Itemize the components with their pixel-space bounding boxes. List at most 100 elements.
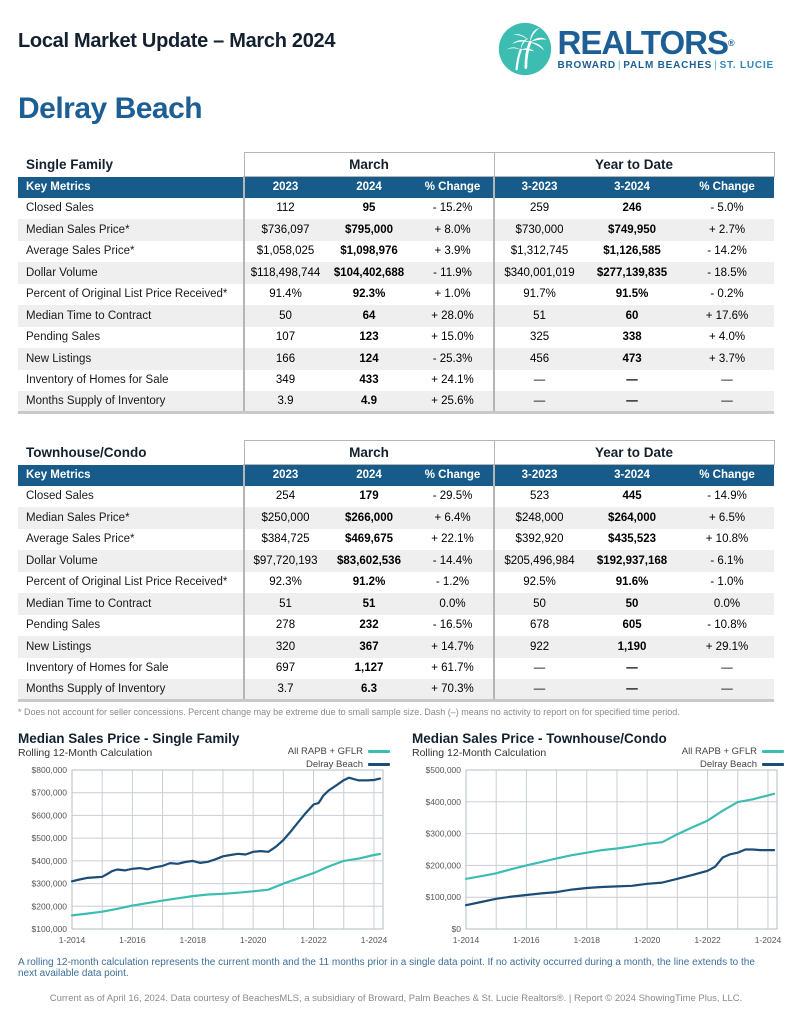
metric-value-cell: 367 <box>359 640 379 653</box>
table-row: Closed Sales 254 179 - 29.5% 523 445 - 14.9% <box>18 485 774 507</box>
metric-value-cell: — <box>626 395 638 407</box>
column-header: 3-2023 <box>493 464 585 486</box>
table-row: Inventory of Homes for Sale 697 1,127 + 61.… <box>18 657 774 679</box>
metric-value-cell: 697 <box>243 657 326 679</box>
x-axis-tick-label: 1-2022 <box>300 935 327 945</box>
metric-value-cell: 60 <box>625 309 639 322</box>
metric-value-cell: 51 <box>362 597 376 610</box>
metric-value-cell: — <box>493 369 585 391</box>
metric-value-cell: $1,312,745 <box>493 240 585 262</box>
metric-value-cell: 112 <box>243 197 326 219</box>
logo-text: REALTORS® BROWARD | PALM BEACHES | ST. LUCIE <box>557 23 775 71</box>
column-header: 2023 <box>243 464 326 486</box>
logo-brand: REALTORS® <box>557 23 735 61</box>
area-title: Delray Beach <box>18 92 203 125</box>
metric-value-cell: + 14.7% <box>431 640 474 653</box>
metric-value-cell: - 15.2% <box>432 202 473 215</box>
table-row: Pending Sales 278 232 - 16.5% 678 605 - 10.8% <box>18 614 774 636</box>
pipe-divider: | <box>617 59 622 71</box>
metric-value-cell: + 25.6% <box>431 395 474 407</box>
metric-value-cell: 179 <box>359 490 379 503</box>
metric-value-cell: + 2.7% <box>708 223 746 236</box>
table-row: Dollar Volume $97,720,193 $83,602,536 - 14.… <box>18 550 775 572</box>
metric-value-cell: 254 <box>243 485 326 507</box>
metric-value-cell: - 11.9% <box>433 266 472 279</box>
metric-value-cell: 50 <box>493 593 585 615</box>
metric-value-cell: $205,496,984 <box>493 550 585 572</box>
metric-value-cell: $97,720,193 <box>243 550 326 572</box>
metric-value-cell: + 70.3% <box>431 683 474 695</box>
median-price-chart-single-family: $100,000 $200,000 $300,000 $400,000 $500,000… <box>32 765 388 945</box>
table-footnote: * Does not account for seller concession… <box>18 707 680 717</box>
group-header: March <box>243 152 495 177</box>
metric-value-cell: $277,139,835 <box>596 266 668 279</box>
metric-value-cell: $248,000 <box>493 507 585 529</box>
metric-value-cell: — <box>626 662 638 675</box>
metric-value-cell: 232 <box>359 619 379 632</box>
y-axis-tick-label: $600,000 <box>32 810 68 820</box>
metric-value-cell: — <box>626 683 638 695</box>
metric-value-cell: + 4.0% <box>708 331 746 344</box>
legend-item: Delray Beach <box>288 758 390 771</box>
metric-value-cell: + 10.8% <box>705 533 749 546</box>
metric-value-cell: 349 <box>243 369 326 391</box>
y-axis-tick-label: $400,000 <box>426 797 462 807</box>
x-axis-tick-label: 1-2024 <box>361 935 388 945</box>
metric-value-cell: + 8.0% <box>434 223 471 236</box>
group-header: Year to Date <box>493 152 775 177</box>
metric-name-cell: Dollar Volume <box>26 266 98 279</box>
metric-value-cell: 445 <box>622 490 642 503</box>
metric-value-cell: 0.0% <box>439 597 466 610</box>
metric-value-cell: 51 <box>493 305 585 327</box>
metric-value-cell: + 1.0% <box>434 288 471 301</box>
metric-value-cell: $192,937,168 <box>596 554 668 567</box>
chart-subtitle: Rolling 12-Month Calculation <box>18 747 153 759</box>
y-axis-tick-label: $500,000 <box>426 765 462 775</box>
column-header: % Change <box>412 464 495 486</box>
group-header: March <box>243 440 495 465</box>
report-title: Local Market Update – March 2024 <box>18 30 336 52</box>
plot-frame <box>465 769 778 930</box>
metric-value-cell: 433 <box>359 374 379 387</box>
metric-value-cell: + 28.0% <box>431 309 474 322</box>
townhouse-condo-table: Townhouse/Condo March Year to Date Key Metr… <box>18 440 775 702</box>
table-row: Median Sales Price* $736,097 $795,000 + 8.0… <box>18 219 775 241</box>
table-row: Average Sales Price* $1,058,025 $1,098,976… <box>18 240 774 262</box>
realtors-logo: REALTORS® BROWARD | PALM BEACHES | ST. LUCIE <box>498 22 775 76</box>
metric-value-cell: 50 <box>243 305 326 327</box>
metric-value-cell: 325 <box>493 326 585 348</box>
metric-value-cell: 91.4% <box>243 283 326 305</box>
metric-value-cell: 124 <box>359 352 379 365</box>
metric-name-cell: Median Sales Price* <box>26 511 130 524</box>
metric-value-cell: $266,000 <box>345 511 393 524</box>
pipe-divider: | <box>714 59 718 71</box>
metric-value-cell: — <box>493 391 585 413</box>
metric-value-cell: 605 <box>622 619 642 632</box>
metric-value-cell: 91.5% <box>615 288 649 301</box>
metric-value-cell: 95 <box>362 202 376 215</box>
chart-title: Median Sales Price - Single Family <box>18 731 240 746</box>
table-row: Closed Sales 112 95 - 15.2% 259 246 - 5.0% <box>18 197 774 219</box>
column-header: 2024 <box>326 464 412 486</box>
table-row: Median Time to Contract 50 64 + 28.0% 51 60 + … <box>18 305 775 327</box>
table-row: Months Supply of Inventory 3.7 6.3 + 70.3% —… <box>18 679 775 701</box>
metric-name-cell: Average Sales Price* <box>26 533 135 546</box>
metric-value-cell: - 5.0% <box>710 202 744 215</box>
table-row: Dollar Volume $118,498,744 $104,402,688 - 1… <box>18 262 775 284</box>
metric-value-cell: 92.5% <box>493 571 585 593</box>
metric-value-cell: + 15.0% <box>431 331 474 344</box>
column-header-row: Key Metrics 2023 2024% Change 3-2023 3-2024%… <box>18 464 775 486</box>
metric-value-cell: $83,602,536 <box>337 554 401 567</box>
y-axis-tick-label: $700,000 <box>32 788 68 798</box>
metric-name-cell: Pending Sales <box>26 331 101 344</box>
metric-value-cell: - 29.5% <box>432 490 473 503</box>
series-line-delray-beach <box>70 776 382 883</box>
metric-name-cell: Median Time to Contract <box>26 597 152 610</box>
group-header: Year to Date <box>493 440 775 465</box>
x-axis-tick-label: 1-2016 <box>119 935 146 945</box>
x-axis-tick-label: 1-2016 <box>513 935 540 945</box>
table-row: Inventory of Homes for Sale 349 433 + 24.1%… <box>18 369 774 391</box>
metric-value-cell: 91.7% <box>493 283 585 305</box>
metric-value-cell: 3.7 <box>243 679 326 701</box>
